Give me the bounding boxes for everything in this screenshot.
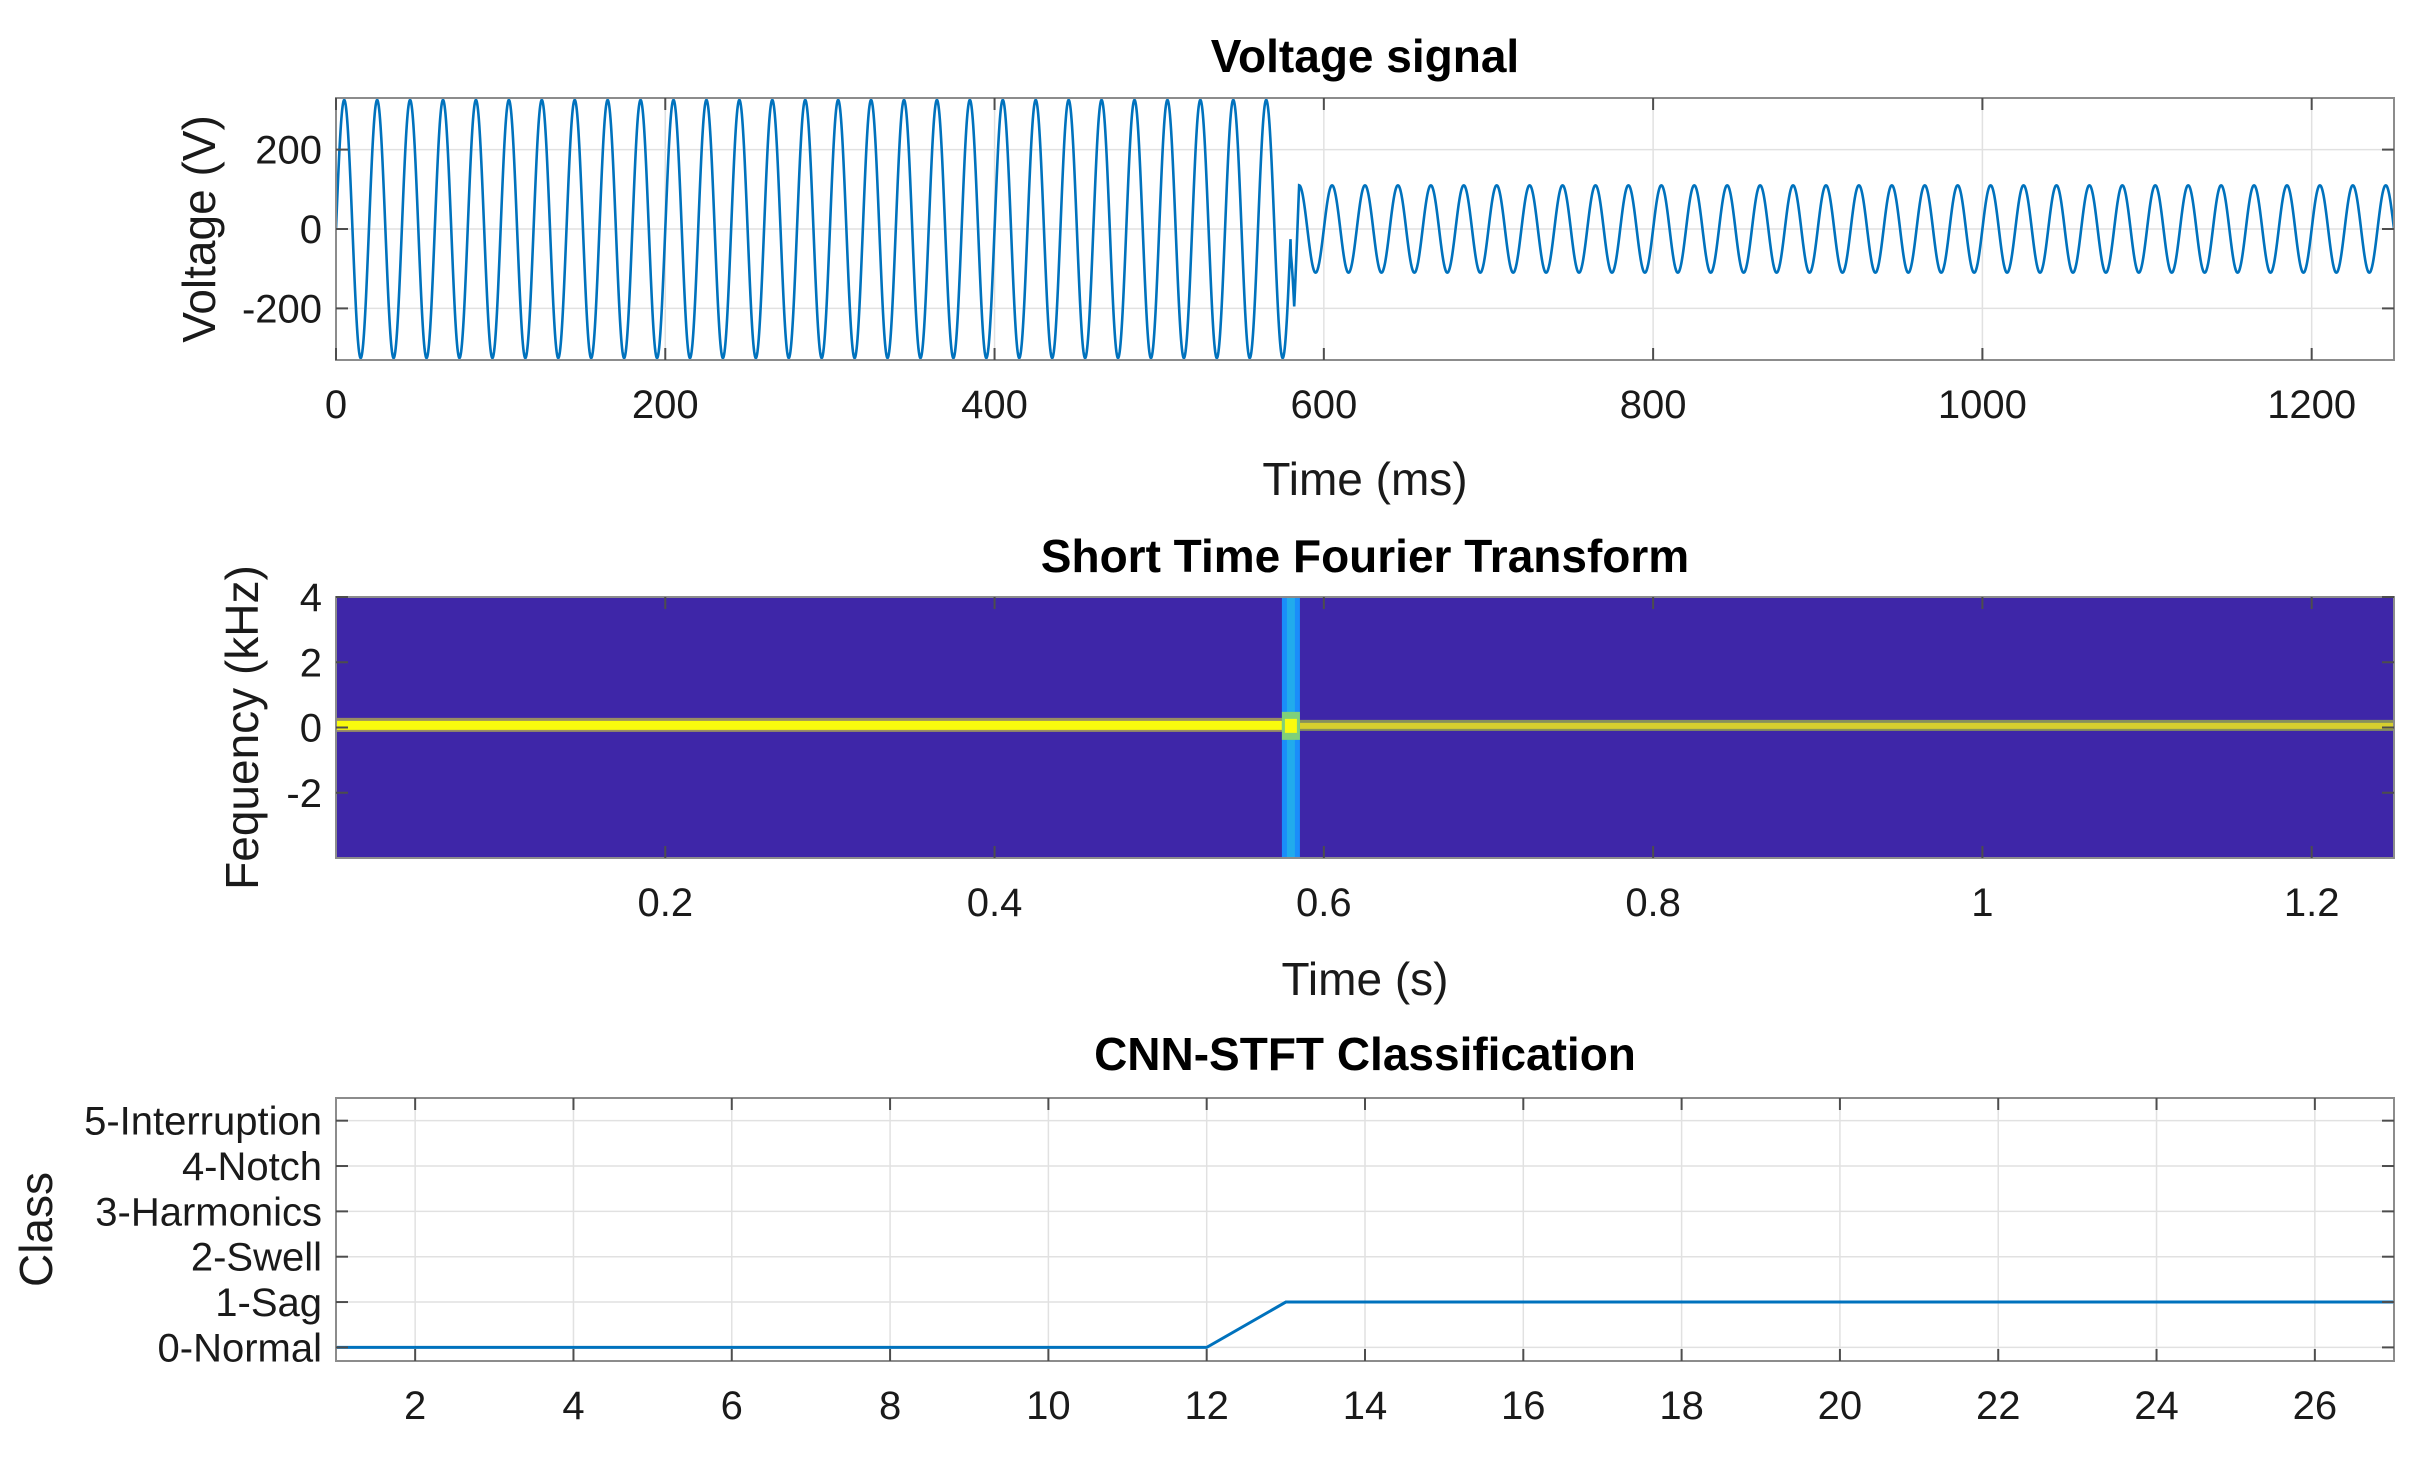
stft-xtick-label: 0.2: [637, 881, 693, 925]
stft-ylabel: Fequency (kHz): [216, 565, 268, 890]
classification-xtick-label: 8: [879, 1384, 901, 1428]
classification-ylabel: Class: [10, 1172, 62, 1287]
classification-xtick-label: 16: [1501, 1384, 1546, 1428]
classification-ytick-label: 2-Swell: [191, 1236, 322, 1280]
voltage-title: Voltage signal: [1211, 30, 1519, 82]
stft-xtick-label: 1: [1971, 881, 1993, 925]
classification-title: CNN-STFT Classification: [1094, 1028, 1636, 1080]
voltage-ytick-label: 200: [255, 129, 322, 173]
classification-ytick-label: 1-Sag: [215, 1281, 322, 1325]
classification-ytick-label: 0-Normal: [158, 1326, 322, 1370]
stft-xtick-label: 0.6: [1296, 881, 1352, 925]
stft-ytick-label: -2: [286, 772, 322, 816]
voltage-xtick-label: 200: [632, 383, 699, 427]
voltage-xlabel: Time (ms): [1262, 453, 1467, 505]
classification-series-line: [336, 1300, 2394, 1349]
classification-xtick-label: 12: [1184, 1384, 1229, 1428]
classification-xtick-label: 6: [721, 1384, 743, 1428]
classification-xtick-label: 20: [1818, 1384, 1863, 1428]
voltage-chart: Voltage signal 0 200 400 600 800 1000 1200 -200 0…: [173, 30, 2395, 505]
stft-event-peak: [1284, 718, 1297, 733]
voltage-xtick-label: 800: [1620, 383, 1687, 427]
stft-xtick-label: 0.8: [1625, 881, 1681, 925]
stft-xtick-label: 1.2: [2284, 881, 2340, 925]
voltage-xtick-label: 600: [1290, 383, 1357, 427]
voltage-ylabel: Voltage (V): [173, 115, 225, 343]
voltage-ytick-label: -200: [242, 287, 322, 331]
classification-xtick-label: 26: [2293, 1384, 2338, 1428]
classification-xtick-label: 18: [1659, 1384, 1704, 1428]
stft-title: Short Time Fourier Transform: [1041, 530, 1689, 582]
classification-ytick-label: 3-Harmonics: [95, 1190, 322, 1234]
voltage-xtick-label: 1000: [1938, 383, 2027, 427]
classification-xtick-label: 24: [2134, 1384, 2179, 1428]
stft-frequency-line-before: [336, 720, 1291, 730]
voltage-xtick-label: 400: [961, 383, 1028, 427]
stft-chart: Short Time Fourier Transform 0.2 0.4 0.6 0.8…: [216, 530, 2395, 1005]
voltage-xtick-label: 0: [325, 383, 347, 427]
classification-ytick-label: 4-Notch: [182, 1145, 322, 1189]
stft-ytick-label: 0: [300, 707, 322, 751]
stft-xtick-label: 0.4: [967, 881, 1023, 925]
classification-ytick-label: 5-Interruption: [84, 1100, 322, 1144]
classification-xtick-label: 2: [404, 1384, 426, 1428]
stft-ytick-label: 4: [300, 576, 322, 620]
stft-frequency-line-after: [1290, 722, 2394, 729]
classification-xtick-label: 10: [1026, 1384, 1071, 1428]
stft-ytick-label: 2: [300, 641, 322, 685]
voltage-series-line: [336, 98, 2394, 360]
classification-xtick-label: 4: [562, 1384, 584, 1428]
voltage-ytick-label: 0: [300, 208, 322, 252]
classification-xtick-label: 14: [1343, 1384, 1388, 1428]
voltage-xtick-label: 1200: [2267, 383, 2356, 427]
classification-xtick-label: 22: [1976, 1384, 2021, 1428]
stft-xlabel: Time (s): [1282, 953, 1449, 1005]
